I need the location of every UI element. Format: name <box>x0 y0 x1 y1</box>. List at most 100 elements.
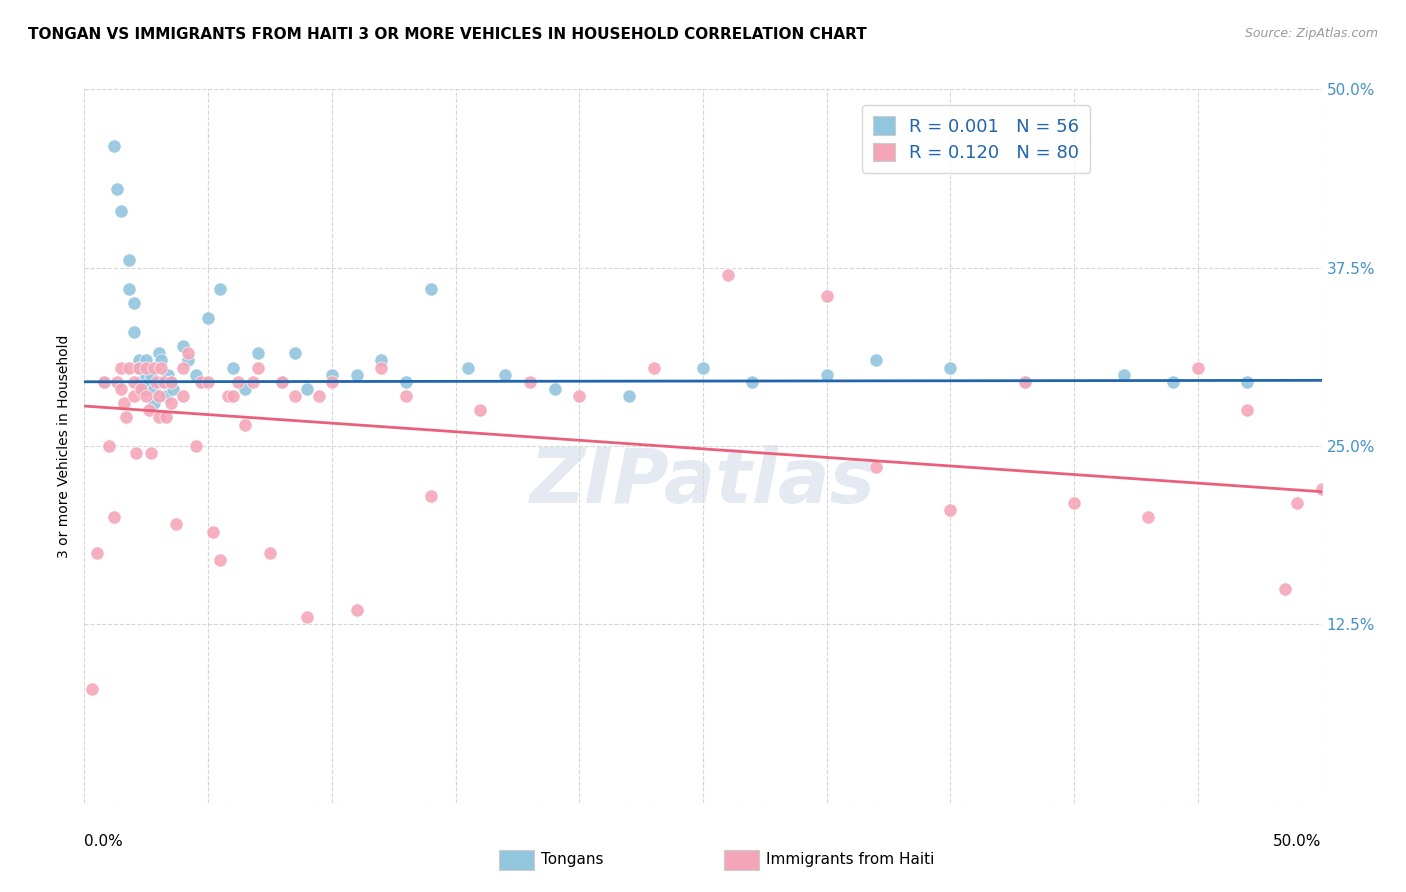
Point <box>346 368 368 382</box>
Point <box>395 389 418 403</box>
Point <box>118 360 141 375</box>
Point <box>222 389 245 403</box>
Point <box>617 389 640 403</box>
Point <box>160 375 183 389</box>
Point <box>295 382 318 396</box>
Point <box>148 346 170 360</box>
Point <box>1014 375 1036 389</box>
Y-axis label: 3 or more Vehicles in Household: 3 or more Vehicles in Household <box>58 334 72 558</box>
Point <box>145 375 167 389</box>
Point <box>233 417 256 432</box>
Point <box>152 375 174 389</box>
Text: 0.0%: 0.0% <box>84 834 124 849</box>
Point <box>190 375 212 389</box>
Text: ZIPatlas: ZIPatlas <box>530 445 876 518</box>
Point <box>125 446 148 460</box>
Point <box>568 389 591 403</box>
Point <box>148 389 170 403</box>
Point <box>717 268 740 282</box>
Point <box>419 282 441 296</box>
Point <box>129 382 152 396</box>
Point <box>271 375 294 389</box>
Point <box>105 182 128 196</box>
Point <box>295 610 318 624</box>
Point <box>242 375 264 389</box>
Point <box>128 360 150 375</box>
Point <box>110 382 132 396</box>
Point <box>1285 496 1308 510</box>
Point <box>741 375 763 389</box>
Point <box>122 325 145 339</box>
Text: 50.0%: 50.0% <box>1274 834 1322 849</box>
Point <box>112 396 135 410</box>
Point <box>321 375 343 389</box>
Point <box>160 375 183 389</box>
Point <box>86 546 108 560</box>
Point <box>128 360 150 375</box>
Point <box>284 389 307 403</box>
Point <box>135 360 157 375</box>
Point <box>118 282 141 296</box>
Point <box>246 346 269 360</box>
Point <box>308 389 330 403</box>
Point <box>217 389 239 403</box>
Point <box>150 360 173 375</box>
Point <box>80 681 103 696</box>
Point <box>1274 582 1296 596</box>
Point <box>865 460 887 475</box>
Point <box>370 353 392 368</box>
Point <box>197 310 219 325</box>
Point <box>148 375 170 389</box>
Point <box>177 346 200 360</box>
Point <box>643 360 665 375</box>
Point <box>142 396 165 410</box>
Point <box>370 360 392 375</box>
Point <box>209 553 232 567</box>
Point <box>246 360 269 375</box>
Point <box>103 510 125 524</box>
Point <box>141 368 163 382</box>
Point <box>157 368 180 382</box>
Point <box>321 368 343 382</box>
Point <box>184 368 207 382</box>
Point <box>142 360 165 375</box>
Point <box>259 546 281 560</box>
Point <box>692 360 714 375</box>
Point <box>115 410 138 425</box>
Point <box>103 139 125 153</box>
Point <box>271 375 294 389</box>
Point <box>1187 360 1209 375</box>
Point <box>939 503 962 517</box>
Text: Source: ZipAtlas.com: Source: ZipAtlas.com <box>1244 27 1378 40</box>
Point <box>222 360 245 375</box>
Point <box>233 382 256 396</box>
Point <box>494 368 516 382</box>
Point <box>284 346 307 360</box>
Point <box>519 375 541 389</box>
Point <box>135 389 157 403</box>
Point <box>939 360 962 375</box>
Point <box>1112 368 1135 382</box>
Point <box>110 360 132 375</box>
Point <box>150 353 173 368</box>
Point <box>209 282 232 296</box>
Point <box>142 382 165 396</box>
Point <box>815 368 838 382</box>
Point <box>1236 403 1258 417</box>
Point <box>1063 496 1085 510</box>
Point <box>122 389 145 403</box>
Point <box>172 339 194 353</box>
Text: TONGAN VS IMMIGRANTS FROM HAITI 3 OR MORE VEHICLES IN HOUSEHOLD CORRELATION CHAR: TONGAN VS IMMIGRANTS FROM HAITI 3 OR MOR… <box>28 27 868 42</box>
Point <box>191 375 214 389</box>
Point <box>160 396 183 410</box>
Text: Immigrants from Haiti: Immigrants from Haiti <box>766 853 935 867</box>
Point <box>122 375 145 389</box>
Point <box>93 375 115 389</box>
Point <box>419 489 441 503</box>
Point <box>155 410 177 425</box>
Point <box>1161 375 1184 389</box>
Point <box>141 446 163 460</box>
Legend: R = 0.001   N = 56, R = 0.120   N = 80: R = 0.001 N = 56, R = 0.120 N = 80 <box>862 105 1090 173</box>
Point <box>122 296 145 310</box>
Point <box>105 375 128 389</box>
